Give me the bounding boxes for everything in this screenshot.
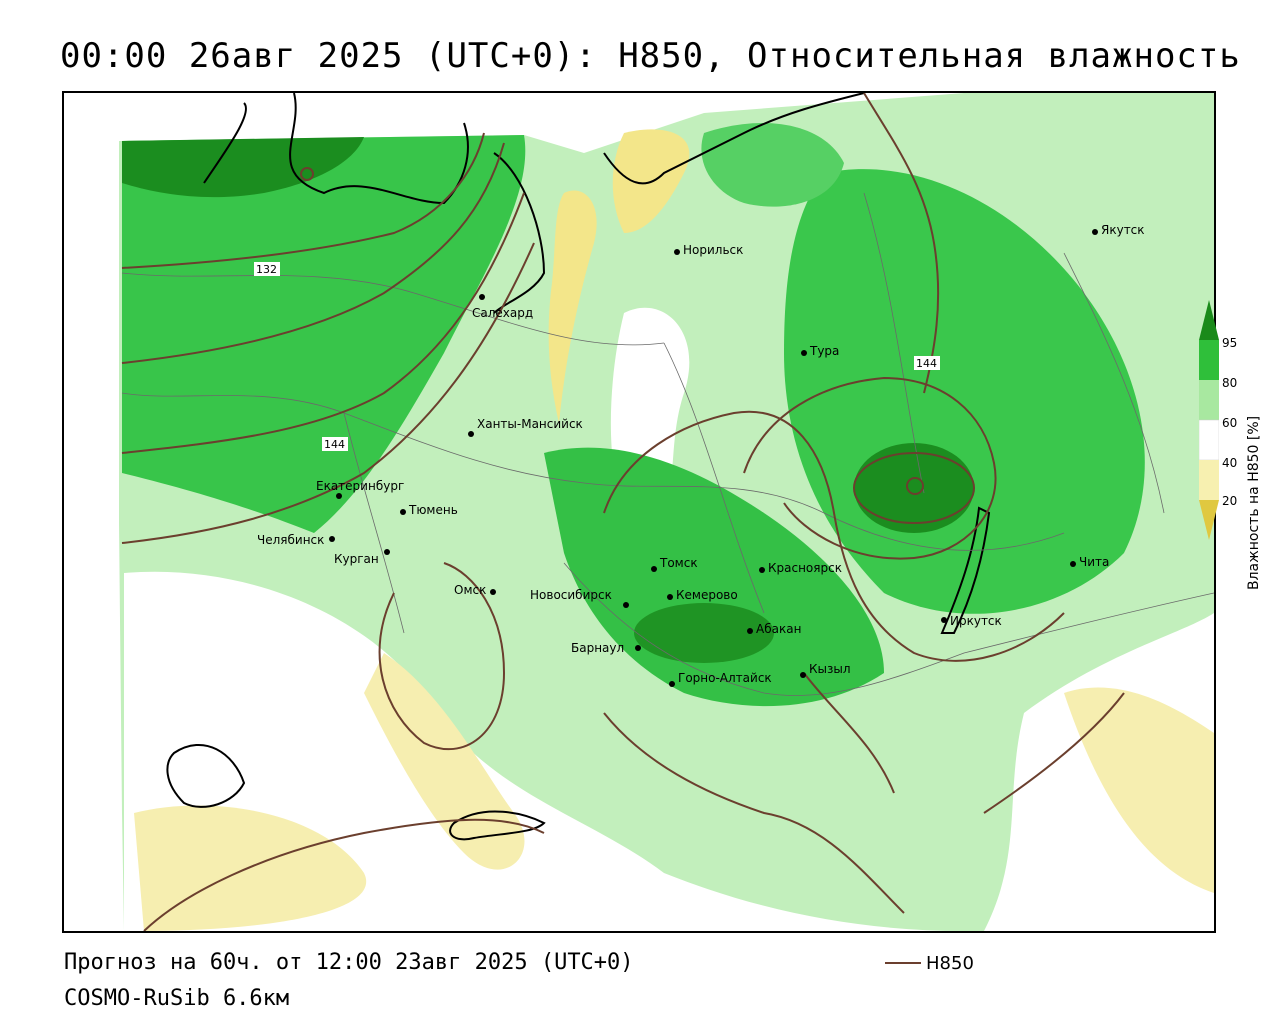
colorbar-tick-40: 40 — [1222, 456, 1238, 470]
city-label-krasnoyarsk: Красноярск — [768, 561, 842, 575]
city-label-salekhard: Салехард — [472, 306, 533, 320]
city-label-tomsk: Томск — [659, 556, 698, 570]
colorbar-bottom-arrow — [1199, 500, 1219, 540]
city-label-yakutsk: Якутск — [1101, 223, 1145, 237]
city-label-tura: Тура — [809, 344, 839, 358]
very-dry-patch-south — [364, 653, 525, 870]
colorbar-tick-60: 60 — [1222, 416, 1238, 430]
city-label-khanty-mansiysk: Ханты-Мансийск — [477, 417, 583, 431]
city-label-barnaul: Барнаул — [571, 641, 624, 655]
colorbar-band-20-40 — [1199, 460, 1219, 500]
very-dry-patch-sw — [134, 805, 367, 931]
city-markers: Якутск Норильск Салехард Тура Ханты-Манс… — [257, 223, 1145, 687]
city-label-kyzyl: Кызыл — [809, 662, 851, 676]
colorbar-tick-80: 80 — [1222, 376, 1238, 390]
city-label-norilsk: Норильск — [683, 243, 743, 257]
dry-region-south — [124, 571, 964, 931]
city-label-abakan: Абакан — [756, 622, 801, 636]
admin-borders — [121, 192, 1214, 696]
city-label-omsk: Омск — [454, 583, 486, 597]
contour-legend-line — [885, 962, 921, 964]
model-name: COSMO-RuSib 6.6км — [64, 986, 290, 1011]
colorbar-tick-20: 20 — [1222, 494, 1238, 508]
coastline-sea-south — [166, 743, 246, 808]
map-panel: 132 144 144 Якутск Норильск Салехард Тур… — [62, 91, 1216, 933]
city-label-yekaterinburg: Екатеринбург — [316, 479, 404, 493]
very-dry-patch-se — [1064, 687, 1214, 893]
city-label-chita: Чита — [1079, 555, 1109, 569]
colorbar-band-40-60 — [1199, 419, 1219, 461]
city-label-kemerovo: Кемерово — [676, 588, 738, 602]
moist-region-ne — [701, 123, 844, 207]
contour-labels: 132 144 144 — [254, 262, 940, 451]
contour-label-144-east: 144 — [916, 357, 937, 370]
city-label-tyumen: Тюмень — [408, 503, 458, 517]
coastline-north — [203, 93, 865, 314]
city-label-kurgan: Курган — [334, 552, 379, 566]
colorbar-band-60-80 — [1199, 380, 1219, 420]
forecast-info: Прогноз на 60ч. от 12:00 23авг 2025 (UTC… — [64, 950, 634, 975]
map-canvas: 132 144 144 Якутск Норильск Салехард Тур… — [119, 93, 1214, 931]
h850-contours — [121, 93, 1125, 931]
saturated-core-central — [634, 603, 774, 663]
moist-region-central — [544, 447, 884, 707]
colorbar-title: Влажность на H850 [%] — [1246, 415, 1262, 590]
colorbar-band-80-95 — [1199, 340, 1219, 380]
coastline-lake-south — [449, 810, 546, 841]
city-label-chelyabinsk: Челябинск — [257, 533, 324, 547]
colorbar-tick-95: 95 — [1222, 336, 1238, 350]
moist-region-west — [122, 135, 526, 533]
colorbar-top-arrow — [1199, 300, 1219, 340]
baikal-shore — [940, 506, 991, 634]
city-label-irkutsk: Иркутск — [950, 614, 1002, 628]
map-title: 00:00 26авг 2025 (UTC+0): H850, Относите… — [60, 36, 1241, 76]
very-dry-strip-urals — [548, 190, 597, 423]
saturated-core-east — [854, 443, 974, 533]
humidity-colorbar — [1199, 300, 1219, 540]
contour-legend-label: H850 — [926, 953, 974, 974]
contour-label-144-west: 144 — [324, 438, 345, 451]
city-label-gorno-altaysk: Горно-Алтайск — [678, 671, 772, 685]
city-label-novosibirsk: Новосибирск — [530, 588, 612, 602]
contour-label-132: 132 — [256, 263, 277, 276]
